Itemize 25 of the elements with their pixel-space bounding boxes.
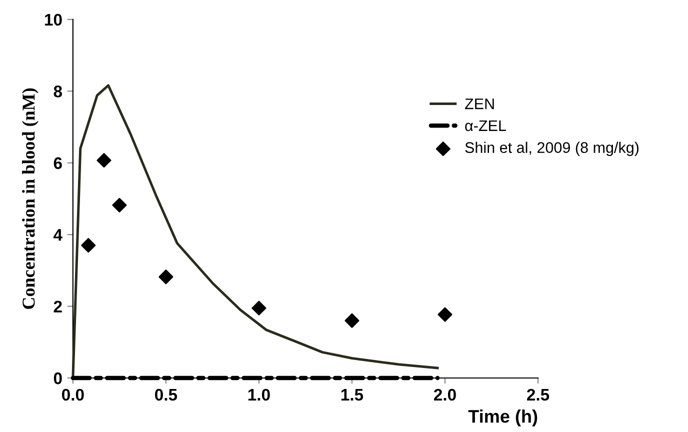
x-tick-label: 2.5 — [527, 388, 550, 401]
legend-label: α-ZEL — [465, 120, 506, 132]
legend-label: Shin et al, 2009 (8 mg/kg) — [465, 142, 639, 156]
x-tick-label: 1.5 — [341, 389, 364, 401]
point — [158, 270, 174, 284]
y-axis-title: Concentration in blood (nM) — [22, 88, 38, 309]
point — [81, 238, 96, 253]
x-tick-label: 1.0 — [248, 388, 270, 401]
y-tick-label: 0 — [54, 372, 62, 384]
line-series — [72, 84, 439, 380]
x-tick-label: 0.5 — [155, 388, 178, 401]
point — [252, 300, 266, 316]
y-tick-label: 8 — [54, 86, 62, 98]
point — [344, 313, 360, 328]
legend-label: ZEN — [465, 98, 494, 110]
y-tick-label: 4 — [53, 229, 62, 241]
point — [96, 153, 112, 168]
y-tick-label: 10 — [45, 14, 62, 26]
x-tick-label: 0.0 — [62, 388, 84, 401]
point — [438, 307, 452, 322]
x-tick-label: 2.0 — [434, 388, 456, 401]
point — [112, 198, 127, 212]
x-axis-title: Time (h) — [468, 410, 538, 426]
y-tick-label: 6 — [54, 157, 62, 170]
y-tick-label: 2 — [54, 300, 62, 312]
